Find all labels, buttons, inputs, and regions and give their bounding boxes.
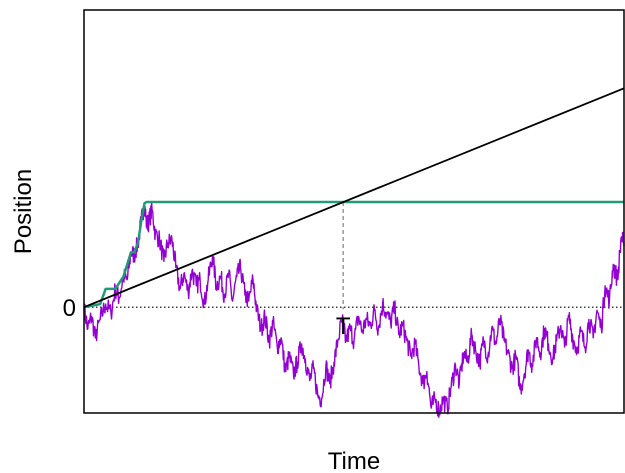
hitting-time-label: T bbox=[336, 313, 351, 340]
series-path bbox=[83, 201, 625, 418]
y-axis-label: Position bbox=[10, 169, 37, 254]
series-drift-line bbox=[83, 87, 625, 309]
x-axis-label: Time bbox=[328, 448, 380, 473]
series-running-max bbox=[83, 200, 624, 309]
plot-frame bbox=[83, 9, 625, 414]
plot-area bbox=[83, 87, 625, 418]
y-tick-label-zero: 0 bbox=[63, 295, 76, 322]
